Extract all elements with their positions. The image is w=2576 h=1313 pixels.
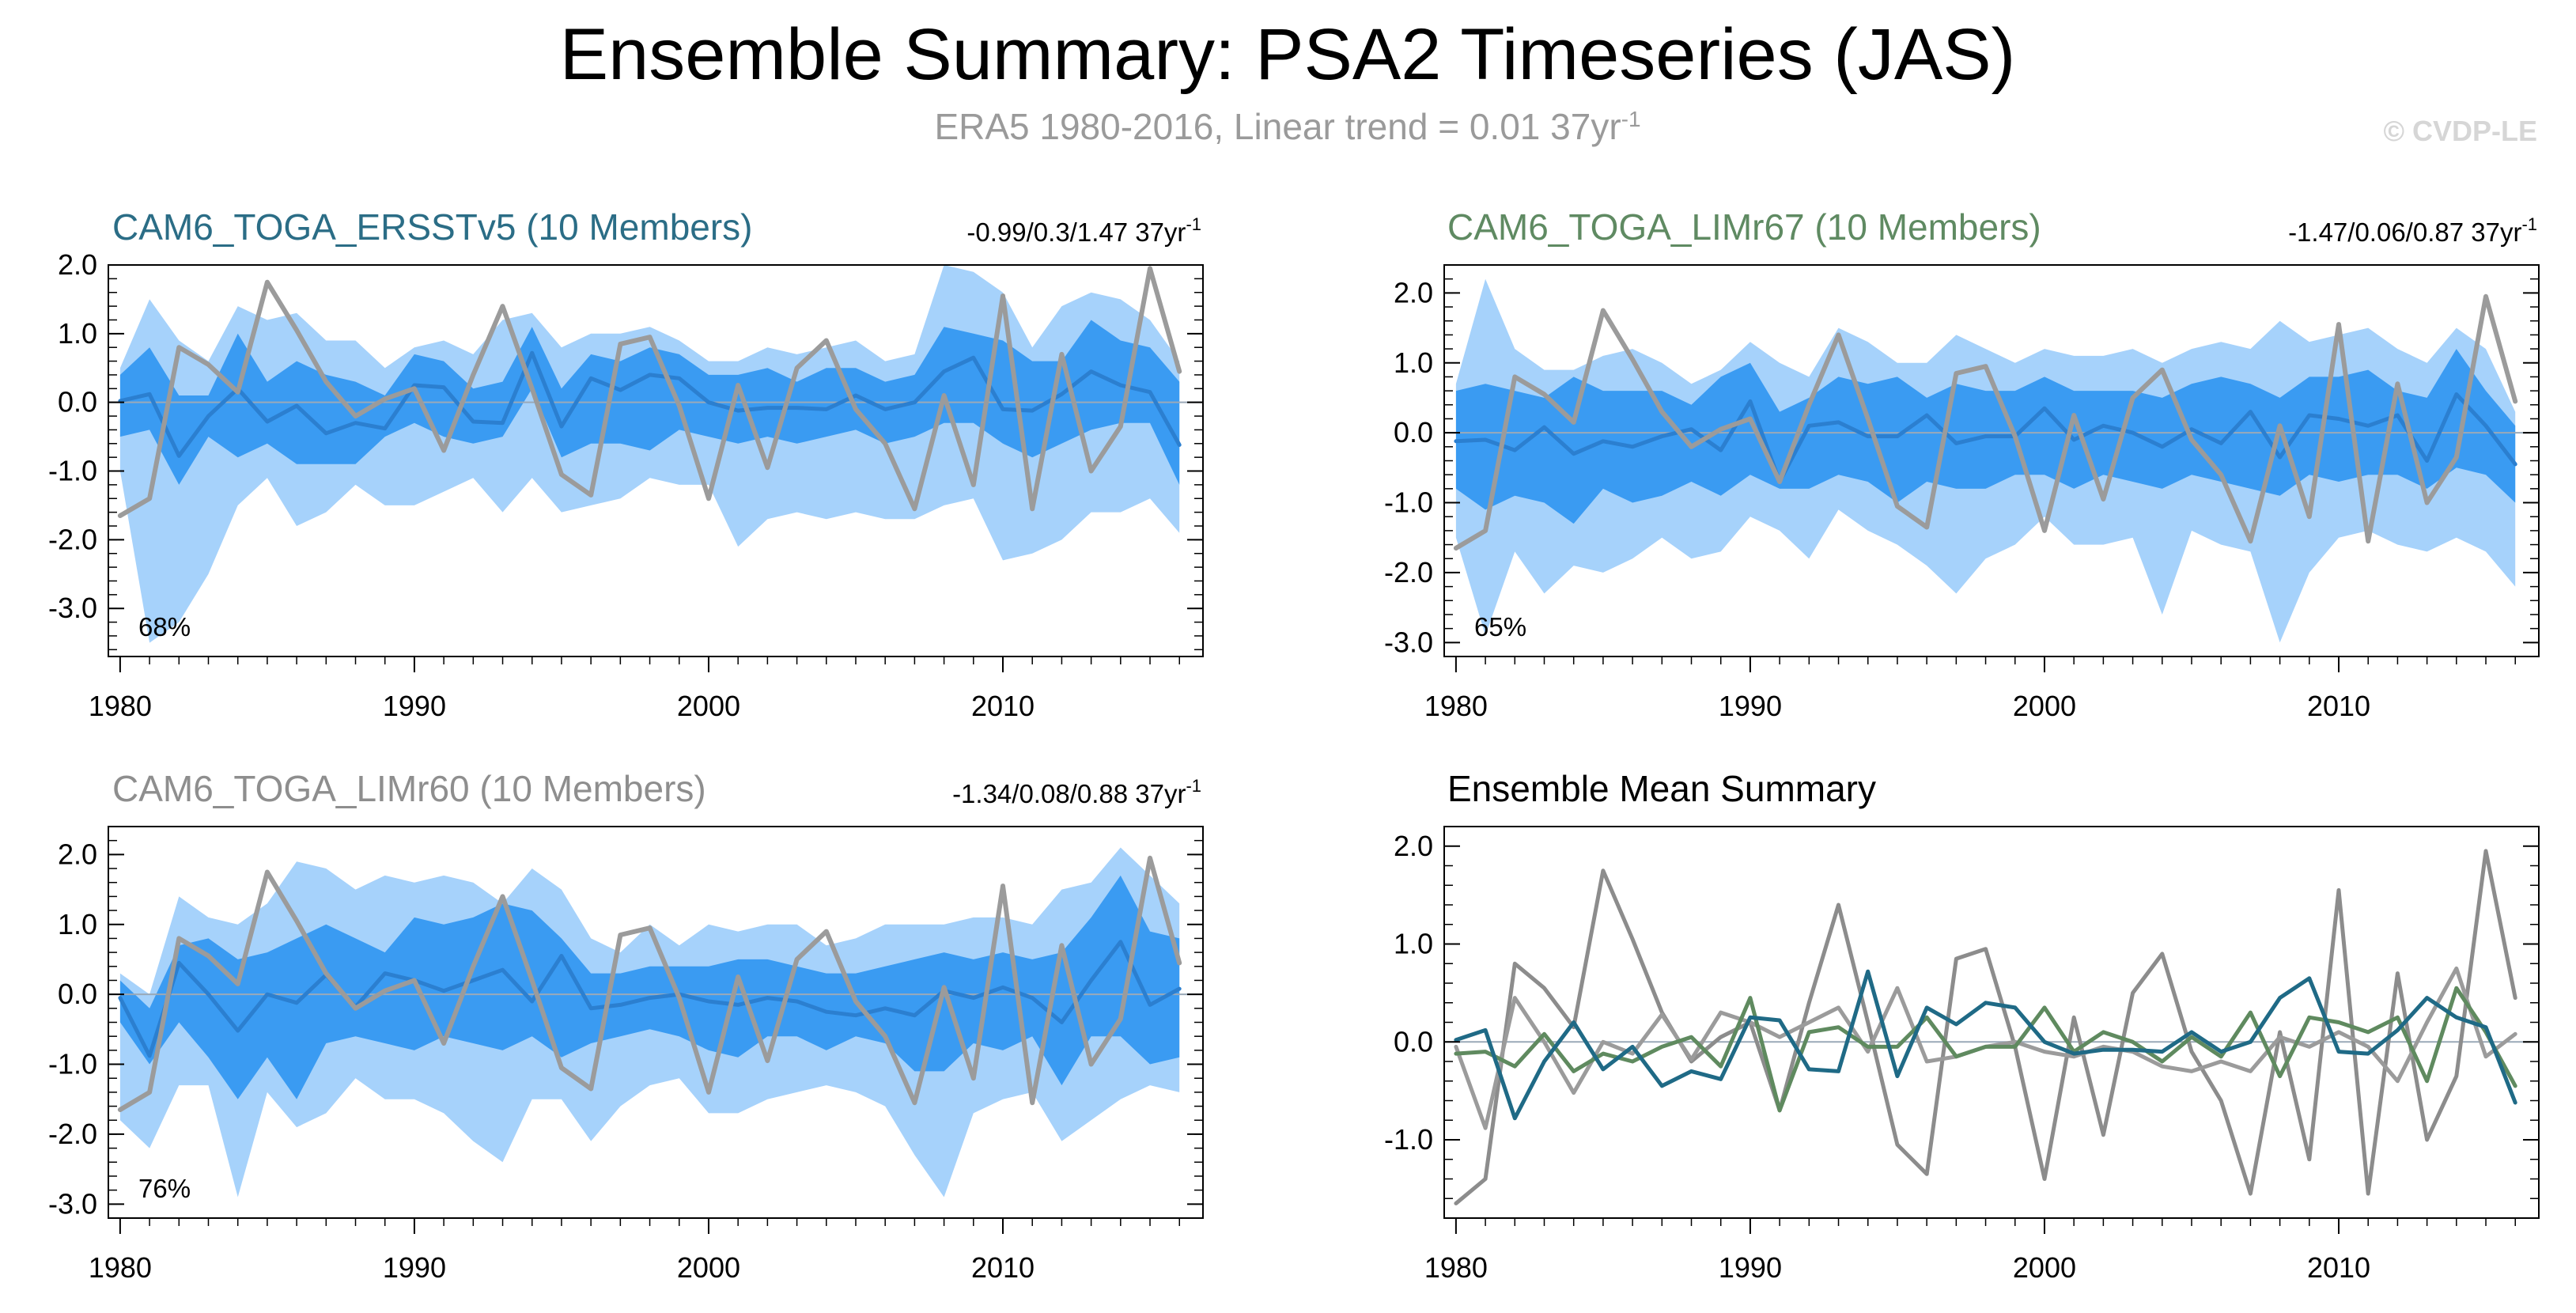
series-line-0: [1454, 392, 2517, 484]
series-line-2: [1454, 986, 2517, 1113]
panel-title: CAM6_TOGA_ERSSTv5 (10 Members): [112, 206, 753, 248]
trend-annotation-sup: -1: [2521, 214, 2537, 234]
y-tick-label: 0.0: [58, 978, 97, 1010]
plot-frame: [108, 264, 1204, 657]
series-line-1: [117, 855, 1182, 1112]
y-tick-label: 2.0: [58, 838, 97, 870]
y-tick-label: 2.0: [1394, 830, 1433, 862]
series-line-0: [1454, 849, 2517, 1205]
x-tick-label: 1990: [383, 1251, 446, 1284]
y-axis: 2.0 1.0 0.0 -1.0 -2.0 -3.0: [48, 248, 1203, 651]
trend-annotation-main: -1.47/0.06/0.87 37yr: [2288, 218, 2521, 247]
y-tick-label: 2.0: [1394, 276, 1433, 308]
x-axis: 1980 1990 2000 2010: [89, 656, 1180, 722]
figure-title: Ensemble Summary: PSA2 Timeseries (JAS): [560, 14, 2016, 95]
figure-subtitle-sup: -1: [1621, 107, 1641, 131]
x-axis: 1980 1990 2000 2010: [89, 1218, 1180, 1284]
trend-annotation-sup: -1: [1186, 214, 1201, 234]
y-tick-label: 1.0: [58, 317, 97, 350]
y-tick-label: -1.0: [48, 1048, 97, 1080]
outer-band: [119, 265, 1180, 643]
trend-annotation-main: -1.34/0.08/0.88 37yr: [952, 779, 1186, 808]
x-axis: 1980 1990 2000 2010: [1424, 656, 2516, 722]
y-tick-label: -3.0: [1384, 626, 1433, 658]
x-tick-label: 2010: [2307, 1251, 2370, 1284]
series-line-1: [117, 266, 1182, 518]
plot-area: [108, 265, 1203, 643]
series-line-0: [118, 350, 1182, 458]
x-tick-label: 2010: [971, 1251, 1035, 1284]
panels: 2.0 1.0 0.0 -1.0 -2.0 -3.0 1980 1990 2000 2010 CAM…: [48, 206, 2540, 1284]
y-axis: 2.0 1.0 0.0 -1.0 -2.0 -3.0: [48, 826, 1203, 1220]
figure-subtitle-main: ERA5 1980-2016, Linear trend = 0.01 37yr: [934, 106, 1621, 147]
x-axis: 1980 1990 2000 2010: [1424, 1218, 2516, 1284]
plot-area: [1444, 278, 2539, 643]
trend-annotation: -1.34/0.08/0.88 37yr-1: [952, 776, 1201, 808]
y-tick-label: 0.0: [1394, 1025, 1433, 1058]
y-tick-label: 1.0: [1394, 928, 1433, 960]
x-tick-label: 1980: [89, 690, 152, 722]
trend-annotation-main: -0.99/0.3/1.47 37yr: [966, 218, 1186, 247]
y-tick-label: -2.0: [48, 523, 97, 555]
series-line-3: [1454, 969, 2517, 1121]
x-tick-label: 1990: [383, 690, 446, 722]
y-axis: 2.0 1.0 0.0 -1.0: [1384, 826, 2539, 1219]
panel-title: Ensemble Mean Summary: [1447, 768, 1876, 809]
percent-label: 76%: [138, 1174, 191, 1203]
x-tick-label: 2010: [971, 690, 1035, 722]
y-tick-label: -3.0: [48, 592, 97, 624]
y-tick-label: 2.0: [58, 248, 97, 281]
trend-annotation-sup: -1: [1186, 776, 1201, 796]
y-tick-label: -1.0: [1384, 486, 1433, 519]
figure-subtitle: ERA5 1980-2016, Linear trend = 0.01 37yr…: [934, 106, 1640, 147]
x-tick-label: 2000: [2013, 690, 2076, 722]
y-tick-label: 1.0: [58, 908, 97, 940]
y-tick-label: 0.0: [58, 386, 97, 418]
y-tick-label: 0.0: [1394, 416, 1433, 448]
x-tick-label: 2000: [677, 1251, 740, 1284]
y-axis: 2.0 1.0 0.0 -1.0 -2.0 -3.0: [1384, 264, 2539, 658]
percent-label: 68%: [138, 612, 191, 641]
panel-0: 2.0 1.0 0.0 -1.0 -2.0 -3.0 1980 1990 2000 2010 CAM…: [48, 206, 1204, 722]
x-tick-label: 2000: [2013, 1251, 2076, 1284]
x-tick-label: 1980: [1424, 1251, 1488, 1284]
y-tick-label: -1.0: [1384, 1123, 1433, 1156]
plot-area: [108, 847, 1203, 1198]
inner-band: [119, 875, 1180, 1099]
series-line-1: [1453, 293, 2518, 551]
panel-3: 2.0 1.0 0.0 -1.0 1980 1990 2000 2010 Ensemble Me…: [1384, 768, 2540, 1284]
y-tick-label: -1.0: [48, 455, 97, 487]
y-tick-label: 1.0: [1394, 346, 1433, 379]
panel-1: 2.0 1.0 0.0 -1.0 -2.0 -3.0 1980 1990 2000 2010 CAM…: [1384, 206, 2540, 722]
x-tick-label: 2010: [2307, 690, 2370, 722]
x-tick-label: 1980: [1424, 690, 1488, 722]
y-tick-label: -2.0: [48, 1118, 97, 1150]
series-line-0: [118, 940, 1182, 1058]
trend-annotation: -0.99/0.3/1.47 37yr-1: [966, 214, 1201, 247]
panel-2: 2.0 1.0 0.0 -1.0 -2.0 -3.0 1980 1990 2000 2010 CAM…: [48, 768, 1204, 1284]
trend-annotation: -1.47/0.06/0.87 37yr-1: [2288, 214, 2537, 247]
percent-label: 65%: [1474, 612, 1526, 641]
plot-area: [1444, 849, 2539, 1205]
x-tick-label: 1980: [89, 1251, 152, 1284]
panel-title: CAM6_TOGA_LIMr67 (10 Members): [1447, 206, 2041, 248]
x-tick-label: 1990: [1719, 1251, 1782, 1284]
y-tick-label: -2.0: [1384, 556, 1433, 588]
x-tick-label: 2000: [677, 690, 740, 722]
watermark: © CVDP-LE: [2383, 115, 2537, 147]
panel-title: CAM6_TOGA_LIMr60 (10 Members): [112, 768, 706, 809]
x-tick-label: 1990: [1719, 690, 1782, 722]
y-tick-label: -3.0: [48, 1187, 97, 1220]
